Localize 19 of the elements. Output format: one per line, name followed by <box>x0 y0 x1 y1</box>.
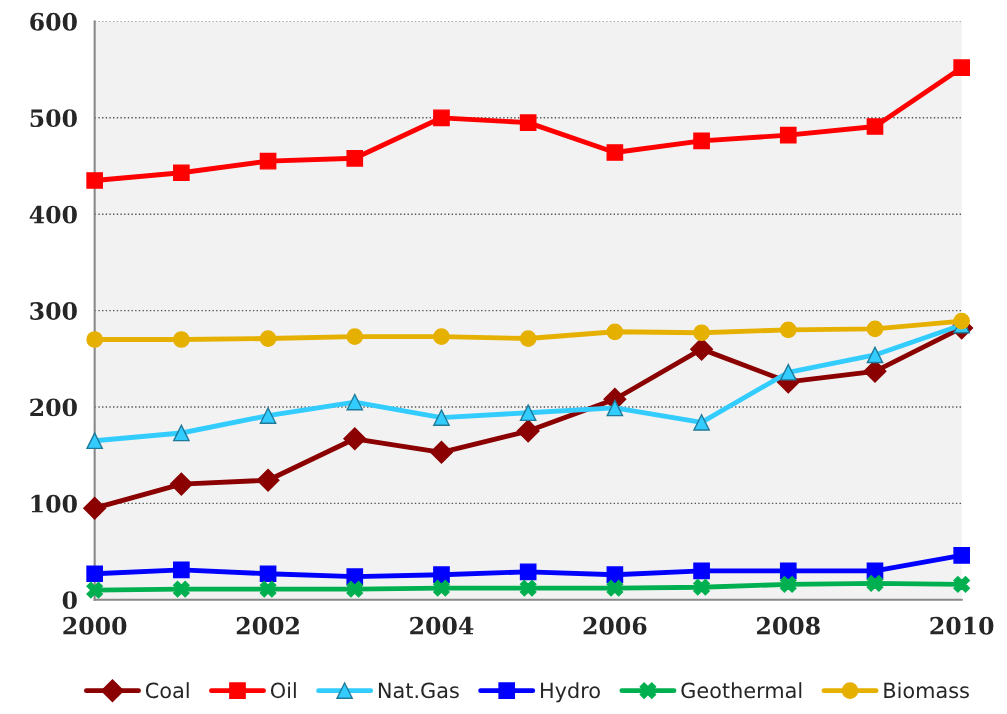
legend-label: Nat.Gas <box>378 682 459 699</box>
y-tick-label: 0 <box>62 591 77 610</box>
legend-label: Hydro <box>541 682 600 703</box>
x-tick-label: 2004 <box>410 616 474 635</box>
legend-label: Oil <box>270 682 296 699</box>
x-tick-label: 2002 <box>236 616 299 635</box>
legend-label: Biomass <box>884 682 969 699</box>
legend-label: Geothermal <box>681 682 802 699</box>
y-tick-label: 200 <box>30 398 77 417</box>
x-tick-label: 2010 <box>930 616 994 635</box>
x-tick-label: 2000 <box>63 616 127 635</box>
x-tick-label: 2006 <box>583 616 647 635</box>
y-tick-label: 300 <box>30 302 77 320</box>
y-tick-label: 600 <box>30 12 77 31</box>
y-tick-label: 500 <box>30 109 77 128</box>
y-tick-label: 100 <box>31 494 77 513</box>
legend-label: Coal <box>145 682 189 699</box>
x-tick-label: 2008 <box>757 616 820 635</box>
y-tick-label: 400 <box>29 205 77 224</box>
